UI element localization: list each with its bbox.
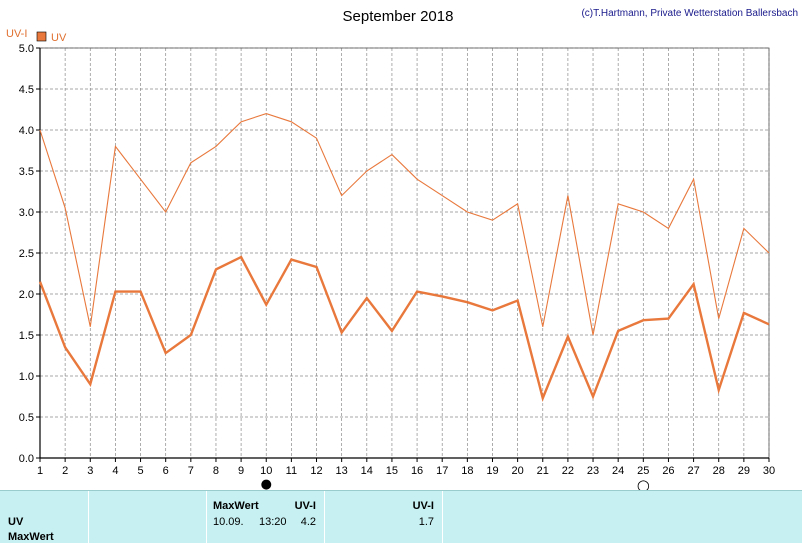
x-tick-label: 11 bbox=[286, 465, 297, 477]
x-tick-label: 9 bbox=[238, 465, 244, 477]
average-unit: UV-I bbox=[413, 500, 434, 512]
maxwert-unit: UV-I bbox=[295, 500, 316, 512]
y-tick-label: 0.5 bbox=[19, 412, 34, 424]
x-tick-label: 2 bbox=[62, 465, 68, 477]
y-axis-unit-label: UV-I bbox=[6, 28, 27, 40]
chart-credit: (c)T.Hartmann, Private Wetterstation Bal… bbox=[581, 8, 798, 19]
y-tick-label: 1.5 bbox=[19, 330, 34, 342]
x-tick-label: 26 bbox=[662, 465, 674, 477]
series-lines bbox=[40, 114, 769, 399]
chart-title: September 2018 bbox=[343, 8, 454, 25]
x-tick-label: 14 bbox=[361, 465, 373, 477]
grid-lines bbox=[40, 48, 769, 458]
legend-swatch bbox=[37, 32, 46, 41]
x-tick-label: 20 bbox=[511, 465, 523, 477]
x-tick-label: 21 bbox=[537, 465, 549, 477]
x-tick-label: 15 bbox=[386, 465, 398, 477]
summary-maxwert-column: MaxWert UV-I 10.09. 13:20 4.2 bbox=[206, 491, 324, 544]
x-tick-label: 17 bbox=[436, 465, 448, 477]
x-tick-label: 7 bbox=[188, 465, 194, 477]
x-tick-label: 10 bbox=[260, 465, 272, 477]
x-tick-label: 13 bbox=[336, 465, 348, 477]
y-tick-label: 2.0 bbox=[19, 289, 34, 301]
new-moon-icon: ○ bbox=[637, 476, 650, 490]
summary-table: UV MaxWert MaxWert UV-I 10.09. 13:20 4.2… bbox=[0, 490, 802, 543]
x-tick-label: 19 bbox=[486, 465, 498, 477]
summary-empty-column bbox=[88, 491, 206, 544]
moon-markers: ●○ bbox=[261, 476, 650, 490]
y-axis-ticks: 0.0 0.5 1.0 1.5 2.0 2.5 3.0 3.5 4.0 4.5 5.0 bbox=[19, 43, 40, 465]
maxwert-value: 4.2 bbox=[301, 516, 316, 528]
series-line-uv bbox=[40, 257, 769, 398]
x-tick-label: 30 bbox=[763, 465, 775, 477]
legend-label: UV bbox=[51, 32, 67, 44]
summary-average-column: UV-I 1.7 bbox=[324, 491, 442, 544]
y-tick-label: 1.0 bbox=[19, 371, 34, 383]
y-tick-label: 2.5 bbox=[19, 248, 34, 260]
x-tick-label: 6 bbox=[163, 465, 169, 477]
maxwert-header: MaxWert bbox=[213, 500, 259, 512]
x-tick-label: 5 bbox=[137, 465, 143, 477]
uv-chart: September 2018 (c)T.Hartmann, Private We… bbox=[0, 0, 802, 490]
maxwert-date: 10.09. bbox=[213, 516, 244, 528]
plot-frame bbox=[40, 48, 769, 458]
x-tick-label: 24 bbox=[612, 465, 624, 477]
y-tick-label: 0.0 bbox=[19, 453, 34, 465]
x-tick-label: 3 bbox=[87, 465, 93, 477]
summary-blank-column bbox=[442, 491, 802, 544]
x-tick-label: 28 bbox=[713, 465, 725, 477]
summary-row-label-uv: UV bbox=[8, 516, 23, 528]
summary-row-label-maxwert: MaxWert bbox=[8, 531, 54, 543]
x-tick-label: 8 bbox=[213, 465, 219, 477]
x-tick-label: 12 bbox=[310, 465, 322, 477]
series-line-maxwert bbox=[40, 114, 769, 335]
x-tick-label: 22 bbox=[562, 465, 574, 477]
y-tick-label: 4.0 bbox=[19, 125, 34, 137]
y-tick-label: 5.0 bbox=[19, 43, 34, 55]
x-tick-label: 16 bbox=[411, 465, 423, 477]
x-tick-label: 29 bbox=[738, 465, 750, 477]
summary-label-column: UV MaxWert bbox=[0, 491, 88, 544]
maxwert-time: 13:20 bbox=[259, 516, 287, 528]
y-tick-label: 3.5 bbox=[19, 166, 34, 178]
y-tick-label: 3.0 bbox=[19, 207, 34, 219]
x-tick-label: 18 bbox=[461, 465, 473, 477]
full-moon-icon: ● bbox=[261, 477, 272, 490]
x-tick-label: 23 bbox=[587, 465, 599, 477]
y-tick-label: 4.5 bbox=[19, 84, 34, 96]
x-tick-label: 27 bbox=[687, 465, 699, 477]
x-tick-label: 4 bbox=[112, 465, 118, 477]
average-value: 1.7 bbox=[419, 516, 434, 528]
x-tick-label: 1 bbox=[37, 465, 43, 477]
